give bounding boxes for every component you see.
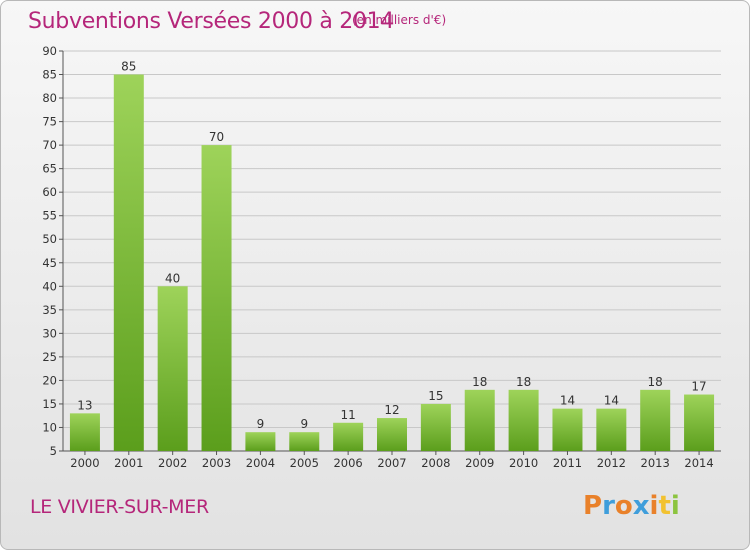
y-tick-label: 35 [42, 303, 57, 317]
x-tick-label: 2005 [290, 456, 319, 470]
data-label: 12 [384, 403, 399, 417]
x-tick-label: 2012 [597, 456, 626, 470]
data-label: 17 [691, 380, 706, 394]
data-label: 18 [516, 375, 531, 389]
y-tick-label: 70 [42, 138, 57, 152]
data-label: 70 [209, 130, 224, 144]
bar [201, 145, 232, 451]
x-tick-label: 2006 [333, 456, 362, 470]
data-label: 14 [604, 394, 619, 408]
logo-letter: o [614, 491, 633, 521]
y-tick-label: 45 [42, 256, 57, 270]
x-tick-label: 2007 [377, 456, 406, 470]
data-label: 9 [300, 417, 308, 431]
y-tick-label: 75 [42, 115, 57, 129]
y-tick-label: 80 [42, 91, 57, 105]
commune-name: LE VIVIER-SUR-MER [30, 496, 209, 518]
x-tick-label: 2011 [553, 456, 582, 470]
bar [508, 389, 539, 451]
data-label: 13 [77, 398, 92, 412]
logo-letter: P [583, 491, 603, 521]
y-tick-label: 5 [50, 444, 57, 458]
axes: 5 10 15 20 25 30 35 40 45 50 55 60 65 70 75 80 85 90 [42, 44, 721, 458]
y-tick-label: 60 [42, 185, 57, 199]
bar [596, 408, 627, 451]
bar [420, 403, 451, 451]
x-tick-label: 2014 [684, 456, 713, 470]
x-tick-label: 2001 [114, 456, 143, 470]
logo-letter: x [632, 491, 650, 521]
x-tick-label: 2010 [509, 456, 538, 470]
data-label: 15 [428, 389, 443, 403]
data-label: 18 [648, 375, 663, 389]
data-label: 9 [257, 417, 265, 431]
x-tick-label: 2009 [465, 456, 494, 470]
unit-label: (en milliers d'€) [352, 13, 447, 27]
y-tick-label: 25 [42, 350, 57, 364]
data-label: 18 [472, 375, 487, 389]
logo-letter: i [670, 491, 680, 521]
y-tick-label: 85 [42, 68, 57, 82]
bar [640, 389, 671, 451]
y-tick-label: 20 [42, 373, 57, 387]
bar [245, 432, 276, 451]
bars [69, 74, 715, 451]
bar [289, 432, 320, 451]
bar [69, 413, 100, 451]
bar [464, 389, 495, 451]
data-label: 14 [560, 394, 575, 408]
y-tick-label: 65 [42, 162, 57, 176]
logo-letter: t [658, 491, 671, 521]
labels: 2000 13 2001 85 2002 40 2003 70 2004 9 2005 9 2006 11… [70, 60, 713, 470]
chart-title: Subventions Versées 2000 à 2014 [28, 9, 395, 34]
x-tick-label: 2000 [70, 456, 99, 470]
x-tick-label: 2008 [421, 456, 450, 470]
bar [157, 286, 188, 451]
y-tick-label: 40 [42, 279, 57, 293]
x-tick-label: 2002 [158, 456, 187, 470]
x-tick-label: 2013 [641, 456, 670, 470]
bar [113, 74, 144, 451]
data-label: 85 [121, 60, 136, 74]
data-label: 11 [340, 408, 355, 422]
y-tick-label: 55 [42, 209, 57, 223]
y-tick-label: 15 [42, 397, 57, 411]
y-tick-label: 90 [42, 44, 57, 58]
y-tick-label: 30 [42, 326, 57, 340]
bar [684, 394, 715, 451]
x-tick-label: 2003 [202, 456, 231, 470]
logo-letter: i [649, 491, 659, 521]
proxiti-logo: Proxiti [583, 491, 680, 521]
y-tick-label: 10 [42, 420, 57, 434]
bar [377, 418, 407, 451]
bar [333, 422, 364, 451]
logo-letter: r [602, 491, 615, 521]
y-tick-label: 50 [42, 232, 57, 246]
x-tick-label: 2004 [246, 456, 275, 470]
bar [552, 408, 583, 451]
data-label: 40 [165, 271, 180, 285]
